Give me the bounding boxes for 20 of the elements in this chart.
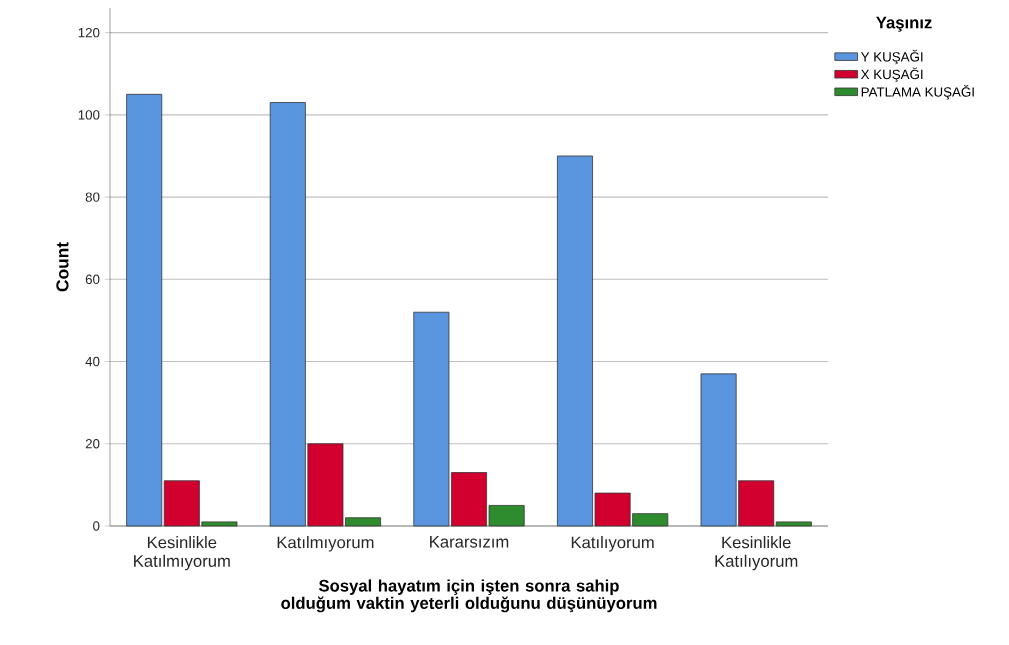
x-axis-title: Sosyal hayatım için işten sonra sahip olduğum vaktin yeterli olduğunu düşünüyorum bbox=[281, 579, 657, 613]
legend-title: Yaşınız bbox=[876, 16, 932, 32]
legend-label: PATLAMA KUŞAĞI bbox=[861, 85, 974, 100]
x-tick-label: Kesinlikle Katılmıyorum bbox=[134, 536, 230, 571]
y-axis-title: Count bbox=[56, 242, 69, 292]
y-tick-label: 80 bbox=[85, 192, 100, 202]
x-tick-label: Katılmıyorum bbox=[277, 536, 374, 552]
y-tick-label: 0 bbox=[93, 521, 100, 531]
y-tick-label: 100 bbox=[78, 110, 100, 120]
y-tick-label: 120 bbox=[78, 27, 100, 38]
x-tick-label: Kesinlikle Katılıyorum bbox=[715, 536, 798, 571]
y-tick-label: 60 bbox=[85, 274, 100, 285]
bar bbox=[126, 93, 163, 527]
x-tick-label: Katılıyorum bbox=[571, 536, 654, 552]
legend-label: X KUŞAĞI bbox=[860, 67, 923, 82]
y-tick-label: 40 bbox=[85, 356, 100, 367]
y-tick-label: 20 bbox=[85, 439, 100, 449]
legend-label: Y KUŞAĞI bbox=[860, 49, 923, 65]
bar bbox=[775, 521, 812, 527]
x-tick-label: Kararsızım bbox=[430, 536, 509, 548]
